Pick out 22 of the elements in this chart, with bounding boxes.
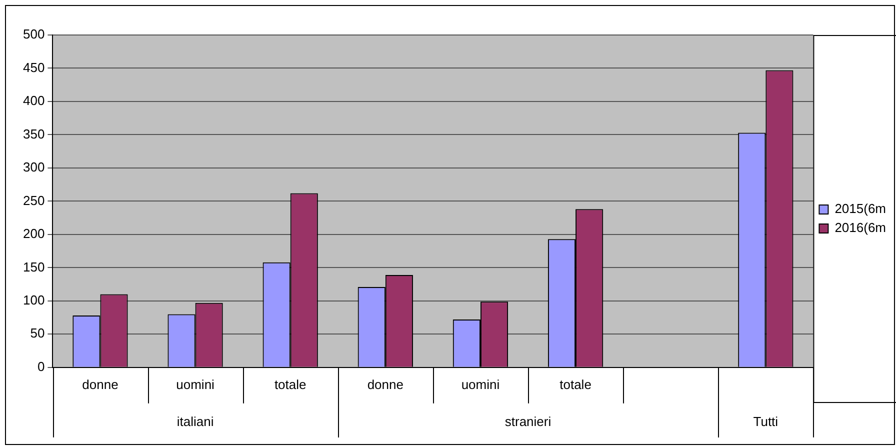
x-tick-label: uomini xyxy=(176,376,215,392)
y-tick-label: 150 xyxy=(22,259,45,274)
x-tick-label: totale xyxy=(560,376,592,392)
y-tick-label: 350 xyxy=(22,126,45,142)
y-tick-label: 100 xyxy=(22,292,45,308)
y-tick-label: 400 xyxy=(22,93,45,108)
legend-label: 2015(6m xyxy=(834,201,886,216)
y-tick-label: 50 xyxy=(30,326,45,341)
y-tick-label: 450 xyxy=(22,60,45,75)
y-tick-label: 0 xyxy=(37,358,45,374)
y-tick-label: 500 xyxy=(22,26,45,42)
text: italiani xyxy=(176,414,214,429)
x-tick-label: donne xyxy=(82,376,118,392)
x-tick-label: donne xyxy=(367,376,404,392)
y-tick-label: 250 xyxy=(22,192,45,208)
text: stranieri xyxy=(504,414,552,429)
y-tick-label: 200 xyxy=(22,226,45,242)
legend-label: 2016(6m xyxy=(834,220,886,236)
y-tick-label: 300 xyxy=(22,160,45,175)
x-tick-label: totale xyxy=(274,376,306,392)
x-tick-label: uomini xyxy=(461,376,500,392)
text: Tutti xyxy=(753,414,778,429)
